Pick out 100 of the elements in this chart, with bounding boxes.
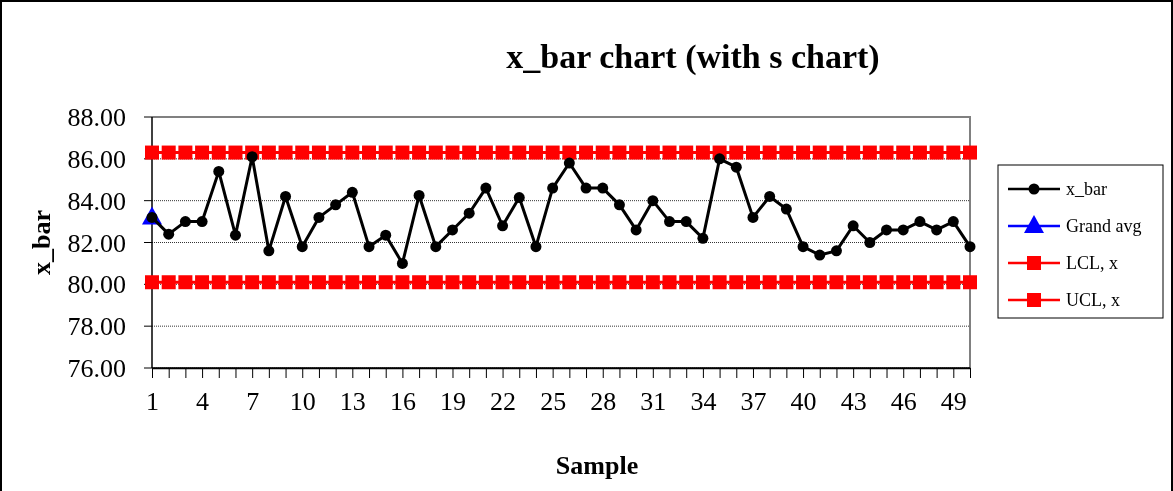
point bbox=[296, 241, 308, 253]
point bbox=[680, 216, 692, 228]
legend-label: Grand avg bbox=[1066, 216, 1142, 237]
point bbox=[378, 145, 393, 160]
point bbox=[311, 275, 326, 290]
x-tick-label: 31 bbox=[640, 387, 667, 417]
point bbox=[946, 275, 961, 290]
x-tick-label: 25 bbox=[540, 387, 567, 417]
point bbox=[747, 211, 759, 223]
point bbox=[745, 275, 760, 290]
point bbox=[512, 275, 527, 290]
point bbox=[378, 275, 393, 290]
point bbox=[695, 275, 710, 290]
point bbox=[413, 189, 425, 201]
point bbox=[478, 275, 493, 290]
point bbox=[929, 145, 944, 160]
legend-label: UCL, x bbox=[1066, 290, 1120, 311]
point bbox=[662, 145, 677, 160]
point bbox=[714, 153, 726, 165]
point bbox=[428, 145, 443, 160]
point bbox=[495, 145, 510, 160]
point bbox=[345, 145, 360, 160]
point bbox=[764, 190, 776, 202]
x-tick-label: 19 bbox=[439, 387, 466, 417]
point bbox=[295, 275, 310, 290]
point bbox=[528, 145, 543, 160]
point bbox=[679, 145, 694, 160]
point bbox=[946, 145, 961, 160]
point bbox=[196, 216, 208, 228]
point bbox=[446, 224, 458, 236]
point bbox=[814, 249, 826, 261]
point bbox=[612, 145, 627, 160]
point bbox=[729, 145, 744, 160]
point bbox=[846, 145, 861, 160]
point bbox=[246, 151, 258, 163]
chart-title: x_bar chart (with s chart) bbox=[506, 38, 880, 76]
point bbox=[328, 275, 343, 290]
x-axis-title: Sample bbox=[555, 451, 639, 480]
point bbox=[328, 145, 343, 160]
legend-label: x_bar bbox=[1066, 179, 1107, 200]
point bbox=[912, 275, 927, 290]
point bbox=[695, 145, 710, 160]
point bbox=[311, 145, 326, 160]
point bbox=[830, 245, 842, 257]
point bbox=[462, 275, 477, 290]
point bbox=[161, 275, 176, 290]
point bbox=[145, 275, 159, 290]
point bbox=[629, 275, 644, 290]
point bbox=[912, 145, 927, 160]
point bbox=[645, 145, 660, 160]
point bbox=[897, 224, 909, 236]
point bbox=[847, 220, 859, 232]
x-tick-label: 22 bbox=[490, 387, 517, 417]
point bbox=[530, 241, 542, 253]
point bbox=[261, 275, 276, 290]
point bbox=[595, 275, 610, 290]
y-tick-label: 80.00 bbox=[67, 270, 126, 300]
point bbox=[280, 190, 292, 202]
y-tick-label: 76.00 bbox=[67, 354, 126, 384]
point bbox=[562, 145, 577, 160]
x-tick-label: 13 bbox=[339, 387, 366, 417]
x-tick-label: 40 bbox=[790, 387, 817, 417]
point bbox=[178, 145, 193, 160]
point bbox=[864, 237, 876, 248]
point bbox=[261, 145, 276, 160]
point bbox=[745, 145, 760, 160]
x-tick-label: 1 bbox=[146, 387, 159, 417]
x-tick-label: 4 bbox=[196, 387, 210, 417]
point bbox=[712, 275, 727, 290]
point bbox=[963, 275, 977, 290]
point bbox=[430, 241, 442, 253]
point bbox=[630, 224, 642, 236]
point bbox=[729, 275, 744, 290]
y-axis-title: x_bar bbox=[27, 210, 56, 275]
point bbox=[597, 182, 609, 194]
point bbox=[295, 145, 310, 160]
x-tick-label: 43 bbox=[840, 387, 867, 417]
point bbox=[211, 275, 226, 290]
point bbox=[879, 145, 894, 160]
point bbox=[613, 199, 625, 211]
point bbox=[664, 216, 676, 228]
point bbox=[862, 275, 877, 290]
point bbox=[330, 199, 342, 211]
point bbox=[480, 182, 492, 194]
x-tick-label: 37 bbox=[740, 387, 767, 417]
point bbox=[580, 182, 592, 194]
point bbox=[947, 216, 959, 228]
point bbox=[862, 145, 877, 160]
point bbox=[612, 275, 627, 290]
point bbox=[363, 241, 375, 253]
point bbox=[645, 275, 660, 290]
point bbox=[445, 275, 460, 290]
point bbox=[545, 145, 560, 160]
point bbox=[513, 192, 525, 204]
point bbox=[964, 241, 976, 253]
point bbox=[931, 224, 943, 236]
point bbox=[963, 145, 977, 160]
point bbox=[762, 145, 777, 160]
point bbox=[595, 145, 610, 160]
x-tick-label: 7 bbox=[246, 387, 260, 417]
